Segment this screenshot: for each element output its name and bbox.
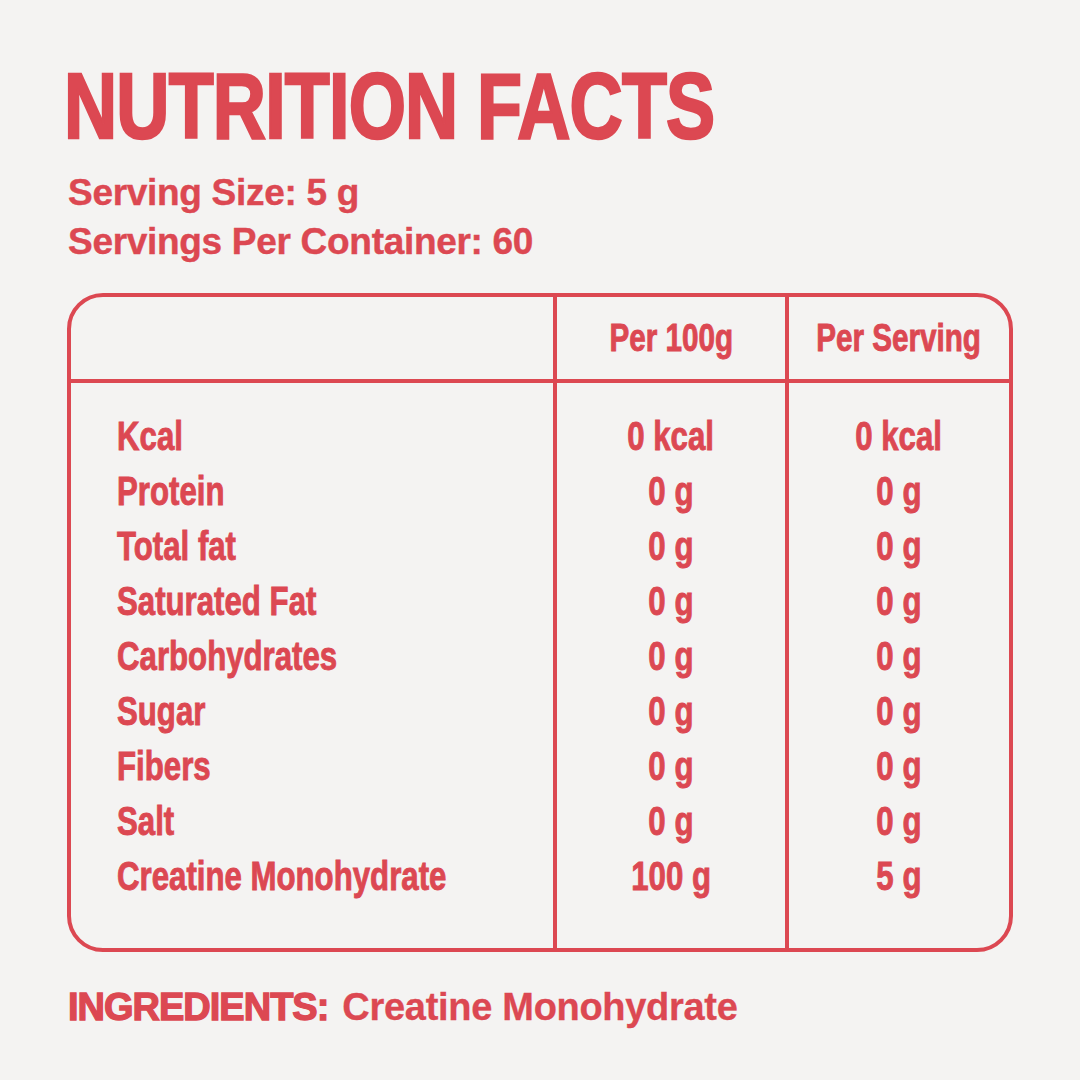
nutrient-name: Creatine Monohydrate xyxy=(117,854,446,899)
table-header-per-100g-label: Per 100g xyxy=(609,317,733,360)
table-row-per-100g-cell: 0 g xyxy=(553,794,785,849)
nutrient-name: Kcal xyxy=(117,414,183,459)
per-100g-value: 0 g xyxy=(648,689,693,734)
table-row-per-serving-cell: 0 g xyxy=(785,794,1009,849)
per-serving-value: 0 g xyxy=(876,744,921,789)
table-pad-top xyxy=(71,383,553,409)
table-row-per-100g-cell: 0 g xyxy=(553,629,785,684)
ingredients-value: Creatine Monohydrate xyxy=(342,986,737,1028)
table-row-label-cell: Protein xyxy=(71,464,553,519)
page-title: NUTRITION FACTS xyxy=(64,54,714,159)
nutrient-name: Sugar xyxy=(117,689,205,734)
nutrient-name: Protein xyxy=(117,469,224,514)
table-pad-bottom xyxy=(785,904,1009,948)
table-row-per-serving-cell: 0 g xyxy=(785,464,1009,519)
table-header-per-serving: Per Serving xyxy=(785,297,1009,383)
per-serving-value: 0 g xyxy=(876,524,921,569)
table-row-per-100g-cell: 0 g xyxy=(553,519,785,574)
serving-size-line: Serving Size: 5 g xyxy=(68,168,533,217)
nutrient-name: Salt xyxy=(117,799,174,844)
per-100g-value: 100 g xyxy=(631,854,711,899)
serving-info: Serving Size: 5 g Servings Per Container… xyxy=(68,168,533,266)
table-pad-bottom xyxy=(71,904,553,948)
per-serving-value: 0 g xyxy=(876,689,921,734)
table-row-label-cell: Kcal xyxy=(71,409,553,464)
table-row-per-100g-cell: 0 g xyxy=(553,739,785,794)
table-row-label-cell: Carbohydrates xyxy=(71,629,553,684)
nutrient-name: Saturated Fat xyxy=(117,579,316,624)
table-row-per-100g-cell: 100 g xyxy=(553,849,785,904)
table-row-label-cell: Fibers xyxy=(71,739,553,794)
nutrition-table: Per 100g Per Serving Kcal 0 kcal 0 kcal … xyxy=(67,293,1013,952)
per-serving-value: 0 kcal xyxy=(856,414,943,459)
table-header-empty xyxy=(71,297,553,383)
per-100g-value: 0 g xyxy=(648,799,693,844)
per-100g-value: 0 g xyxy=(648,524,693,569)
per-serving-value: 5 g xyxy=(876,854,921,899)
per-100g-value: 0 g xyxy=(648,744,693,789)
table-header-per-100g: Per 100g xyxy=(553,297,785,383)
nutrition-label-page: NUTRITION FACTS Serving Size: 5 g Servin… xyxy=(0,0,1080,1080)
per-serving-value: 0 g xyxy=(876,469,921,514)
table-row-per-serving-cell: 0 kcal xyxy=(785,409,1009,464)
ingredients-label: INGREDIENTS: xyxy=(68,986,328,1028)
table-row-per-serving-cell: 0 g xyxy=(785,739,1009,794)
nutrient-name: Fibers xyxy=(117,744,211,789)
table-row-per-100g-cell: 0 g xyxy=(553,464,785,519)
table-row-per-100g-cell: 0 kcal xyxy=(553,409,785,464)
per-serving-value: 0 g xyxy=(876,799,921,844)
nutrient-name: Carbohydrates xyxy=(117,634,337,679)
table-row-per-serving-cell: 0 g xyxy=(785,684,1009,739)
nutrient-name: Total fat xyxy=(117,524,236,569)
table-row-label-cell: Creatine Monohydrate xyxy=(71,849,553,904)
per-100g-value: 0 g xyxy=(648,634,693,679)
ingredients-line: INGREDIENTS: Creatine Monohydrate xyxy=(68,986,738,1029)
per-100g-value: 0 g xyxy=(648,469,693,514)
table-row-label-cell: Salt xyxy=(71,794,553,849)
table-row-per-100g-cell: 0 g xyxy=(553,574,785,629)
table-row-per-serving-cell: 0 g xyxy=(785,629,1009,684)
servings-per-container-line: Servings Per Container: 60 xyxy=(68,217,533,266)
per-100g-value: 0 g xyxy=(648,579,693,624)
table-row-label-cell: Sugar xyxy=(71,684,553,739)
table-row-label-cell: Total fat xyxy=(71,519,553,574)
table-row-per-100g-cell: 0 g xyxy=(553,684,785,739)
table-pad-top xyxy=(785,383,1009,409)
per-100g-value: 0 kcal xyxy=(628,414,715,459)
per-serving-value: 0 g xyxy=(876,579,921,624)
table-row-per-serving-cell: 0 g xyxy=(785,574,1009,629)
table-row-label-cell: Saturated Fat xyxy=(71,574,553,629)
table-row-per-serving-cell: 5 g xyxy=(785,849,1009,904)
table-header-per-serving-label: Per Serving xyxy=(817,317,982,360)
table-pad-bottom xyxy=(553,904,785,948)
table-pad-top xyxy=(553,383,785,409)
table-row-per-serving-cell: 0 g xyxy=(785,519,1009,574)
per-serving-value: 0 g xyxy=(876,634,921,679)
